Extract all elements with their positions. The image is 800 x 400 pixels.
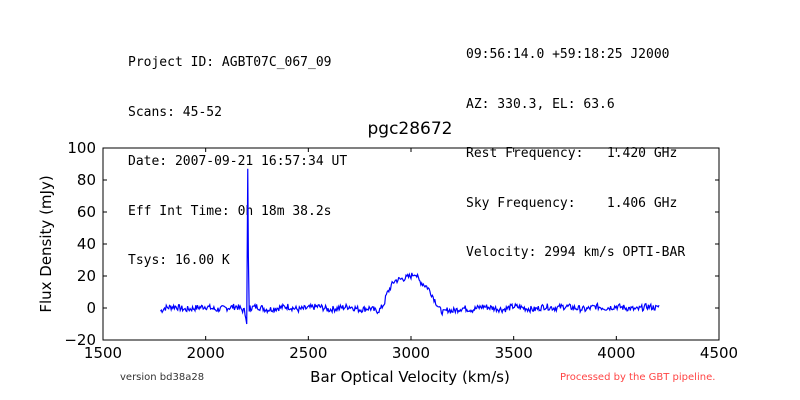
info-line: Date: 2007-09-21 16:57:34 UT (128, 154, 348, 169)
info-line: 09:56:14.0 +59:18:25 J2000 (466, 47, 670, 62)
y-axis-label: Flux Density (mJy) (37, 175, 55, 312)
info-line: Eff Int Time: 0h 18m 38.2s (128, 203, 332, 219)
version-label: version bd38a28 (120, 372, 204, 383)
info-line: Rest Frequency: 1.420 GHz (466, 146, 678, 161)
y-tick-label: 80 (77, 171, 96, 189)
info-line: Velocity: 2994 km/s OPTI-BAR (466, 245, 686, 260)
y-tick-label: 40 (77, 235, 96, 253)
info-line: Scans: 45-52 (128, 104, 222, 120)
x-tick-label: 1500 (84, 344, 122, 362)
y-tick-label: 20 (77, 267, 96, 285)
y-tick-label: 60 (77, 203, 96, 221)
info-line: Project ID: AGBT07C_067_09 (128, 55, 332, 70)
info-line: Tsys: 16.00 K (128, 253, 230, 268)
x-tick-label: 3000 (392, 344, 430, 362)
spectrum-line (160, 168, 660, 325)
x-axis-label: Bar Optical Velocity (km/s) (310, 368, 510, 386)
x-tick-label: 4000 (597, 344, 635, 362)
spectrum-series (160, 168, 660, 325)
x-tick-label: 2000 (187, 344, 225, 362)
axis-ticks: 1500 2000 2500 3000 3500 4000 4500 −20 0 20 40 60 80… (64, 139, 738, 362)
info-line: AZ: 330.3, EL: 63.6 (466, 96, 615, 112)
chart-title: pgc28672 (367, 119, 452, 139)
y-tick-label: 0 (86, 299, 96, 317)
y-tick-label: −20 (64, 331, 96, 349)
x-tick-label: 2500 (289, 344, 327, 362)
x-tick-label: 4500 (700, 344, 738, 362)
x-tick-label: 3500 (495, 344, 533, 362)
observation-info-right: 09:56:14.0 +59:18:25 J2000 AZ: 330.3, EL… (466, 14, 685, 295)
observation-info-left: Project ID: AGBT07C_067_09 Scans: 45-52 … (128, 22, 347, 303)
info-line: Sky Frequency: 1.406 GHz (466, 195, 678, 211)
pipeline-credit: Processed by the GBT pipeline. (560, 372, 715, 383)
y-tick-label: 100 (67, 139, 96, 157)
